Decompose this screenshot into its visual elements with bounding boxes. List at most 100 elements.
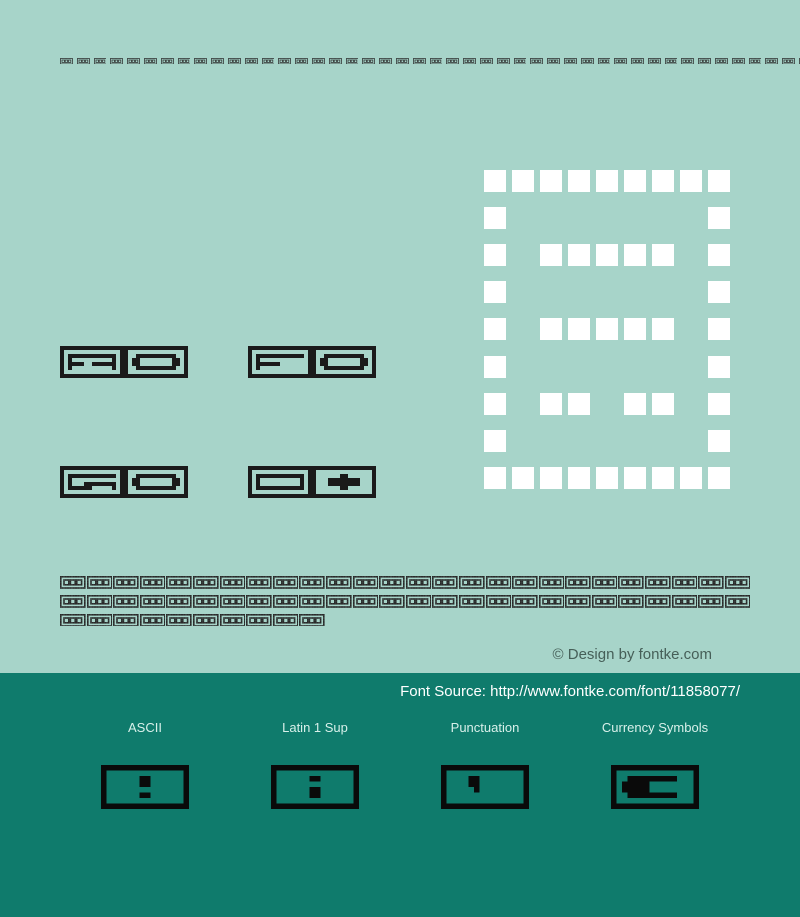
preview-glyph-O [248, 466, 312, 498]
alphabet-glyph [618, 576, 644, 589]
alphabet-glyph [166, 576, 192, 589]
alphabet-glyph [672, 576, 698, 589]
alphabet-glyph [299, 576, 325, 589]
white-grid-cell [680, 207, 702, 229]
mini-glyph [161, 58, 174, 64]
white-grid-cell [680, 393, 702, 415]
alphabet-glyph [273, 614, 299, 627]
white-grid-cell [624, 430, 646, 452]
white-grid-cell [484, 244, 506, 266]
alphabet-glyph [87, 595, 113, 608]
white-grid-cell [540, 281, 562, 303]
white-grid-cell [624, 393, 646, 415]
white-grid-cell [568, 244, 590, 266]
alphabet-glyph [406, 595, 432, 608]
mini-glyph [698, 58, 711, 64]
mini-glyph [564, 58, 577, 64]
alphabet-glyph [672, 595, 698, 608]
mini-glyph [547, 58, 560, 64]
white-grid-cell [680, 170, 702, 192]
alphabet-glyph [166, 614, 192, 627]
alphabet-glyph [459, 576, 485, 589]
alphabet-glyph [273, 576, 299, 589]
enlarged-glyph-grid [484, 170, 730, 498]
alphabet-glyph [486, 576, 512, 589]
alphabet-glyph [539, 576, 565, 589]
alphabet-glyph [246, 614, 272, 627]
white-grid-cell [540, 244, 562, 266]
white-grid-cell [708, 318, 730, 340]
preview-row [60, 466, 376, 498]
category-block: Latin 1 Sup [230, 720, 400, 812]
mini-glyph [144, 58, 157, 64]
mini-glyph [480, 58, 493, 64]
alphabet-glyph [432, 595, 458, 608]
alphabet-glyph [353, 595, 379, 608]
white-grid-cell [568, 281, 590, 303]
alphabet-glyph [645, 576, 671, 589]
alphabet-specimen [0, 498, 800, 626]
white-grid-cell [708, 207, 730, 229]
alphabet-glyph [166, 595, 192, 608]
mini-glyph [681, 58, 694, 64]
white-grid-cell [596, 467, 618, 489]
preview-glyph-ring [312, 346, 376, 378]
alphabet-glyph [353, 576, 379, 589]
glyph-pair [60, 466, 188, 498]
white-grid-cell [512, 244, 534, 266]
mini-glyph [631, 58, 644, 64]
white-grid-cell [624, 281, 646, 303]
white-grid-cell [624, 356, 646, 378]
white-grid-cell [652, 393, 674, 415]
white-grid-cell [512, 318, 534, 340]
white-grid-cell [652, 170, 674, 192]
white-grid-cell [680, 244, 702, 266]
categories-section: Font Source: http://www.fontke.com/font/… [0, 673, 800, 917]
mini-glyph [463, 58, 476, 64]
white-grid-cell [484, 318, 506, 340]
preview-glyph-F [248, 346, 312, 378]
white-grid-cell [680, 356, 702, 378]
alphabet-glyph [592, 595, 618, 608]
preview-glyph-ring [124, 346, 188, 378]
alphabet-glyph [725, 595, 751, 608]
alphabet-glyph [565, 595, 591, 608]
font-source-url: Font Source: http://www.fontke.com/font/… [0, 673, 800, 700]
mini-glyph [749, 58, 762, 64]
alphabet-glyph [140, 614, 166, 627]
glyph-pair [248, 346, 376, 378]
mini-glyph [497, 58, 510, 64]
white-grid-cell [680, 318, 702, 340]
white-grid-cell [512, 207, 534, 229]
top-text-banner [0, 0, 800, 80]
mini-glyph [530, 58, 543, 64]
white-grid-cell [680, 430, 702, 452]
glyph-pair [60, 346, 188, 378]
alphabet-glyph [113, 595, 139, 608]
mini-glyph [228, 58, 241, 64]
alphabet-glyph [220, 595, 246, 608]
white-grid-cell [652, 207, 674, 229]
alphabet-glyph [326, 576, 352, 589]
white-grid-cell [652, 281, 674, 303]
category-glyph [271, 765, 359, 809]
mini-glyph [446, 58, 459, 64]
mini-glyph [732, 58, 745, 64]
white-grid-cell [568, 170, 590, 192]
mini-glyph [60, 58, 73, 64]
alphabet-glyph [565, 576, 591, 589]
mini-glyph [665, 58, 678, 64]
white-grid-cell [484, 430, 506, 452]
white-grid-cell [708, 244, 730, 266]
alphabet-glyph [220, 614, 246, 627]
alphabet-glyph [512, 576, 538, 589]
mini-glyph [413, 58, 426, 64]
category-glyph [101, 765, 189, 809]
white-grid-cell [512, 467, 534, 489]
white-grid-cell [652, 244, 674, 266]
mini-glyph [295, 58, 308, 64]
white-grid-cell [484, 170, 506, 192]
white-grid-cell [652, 318, 674, 340]
alphabet-glyph [698, 595, 724, 608]
white-grid-cell [512, 430, 534, 452]
